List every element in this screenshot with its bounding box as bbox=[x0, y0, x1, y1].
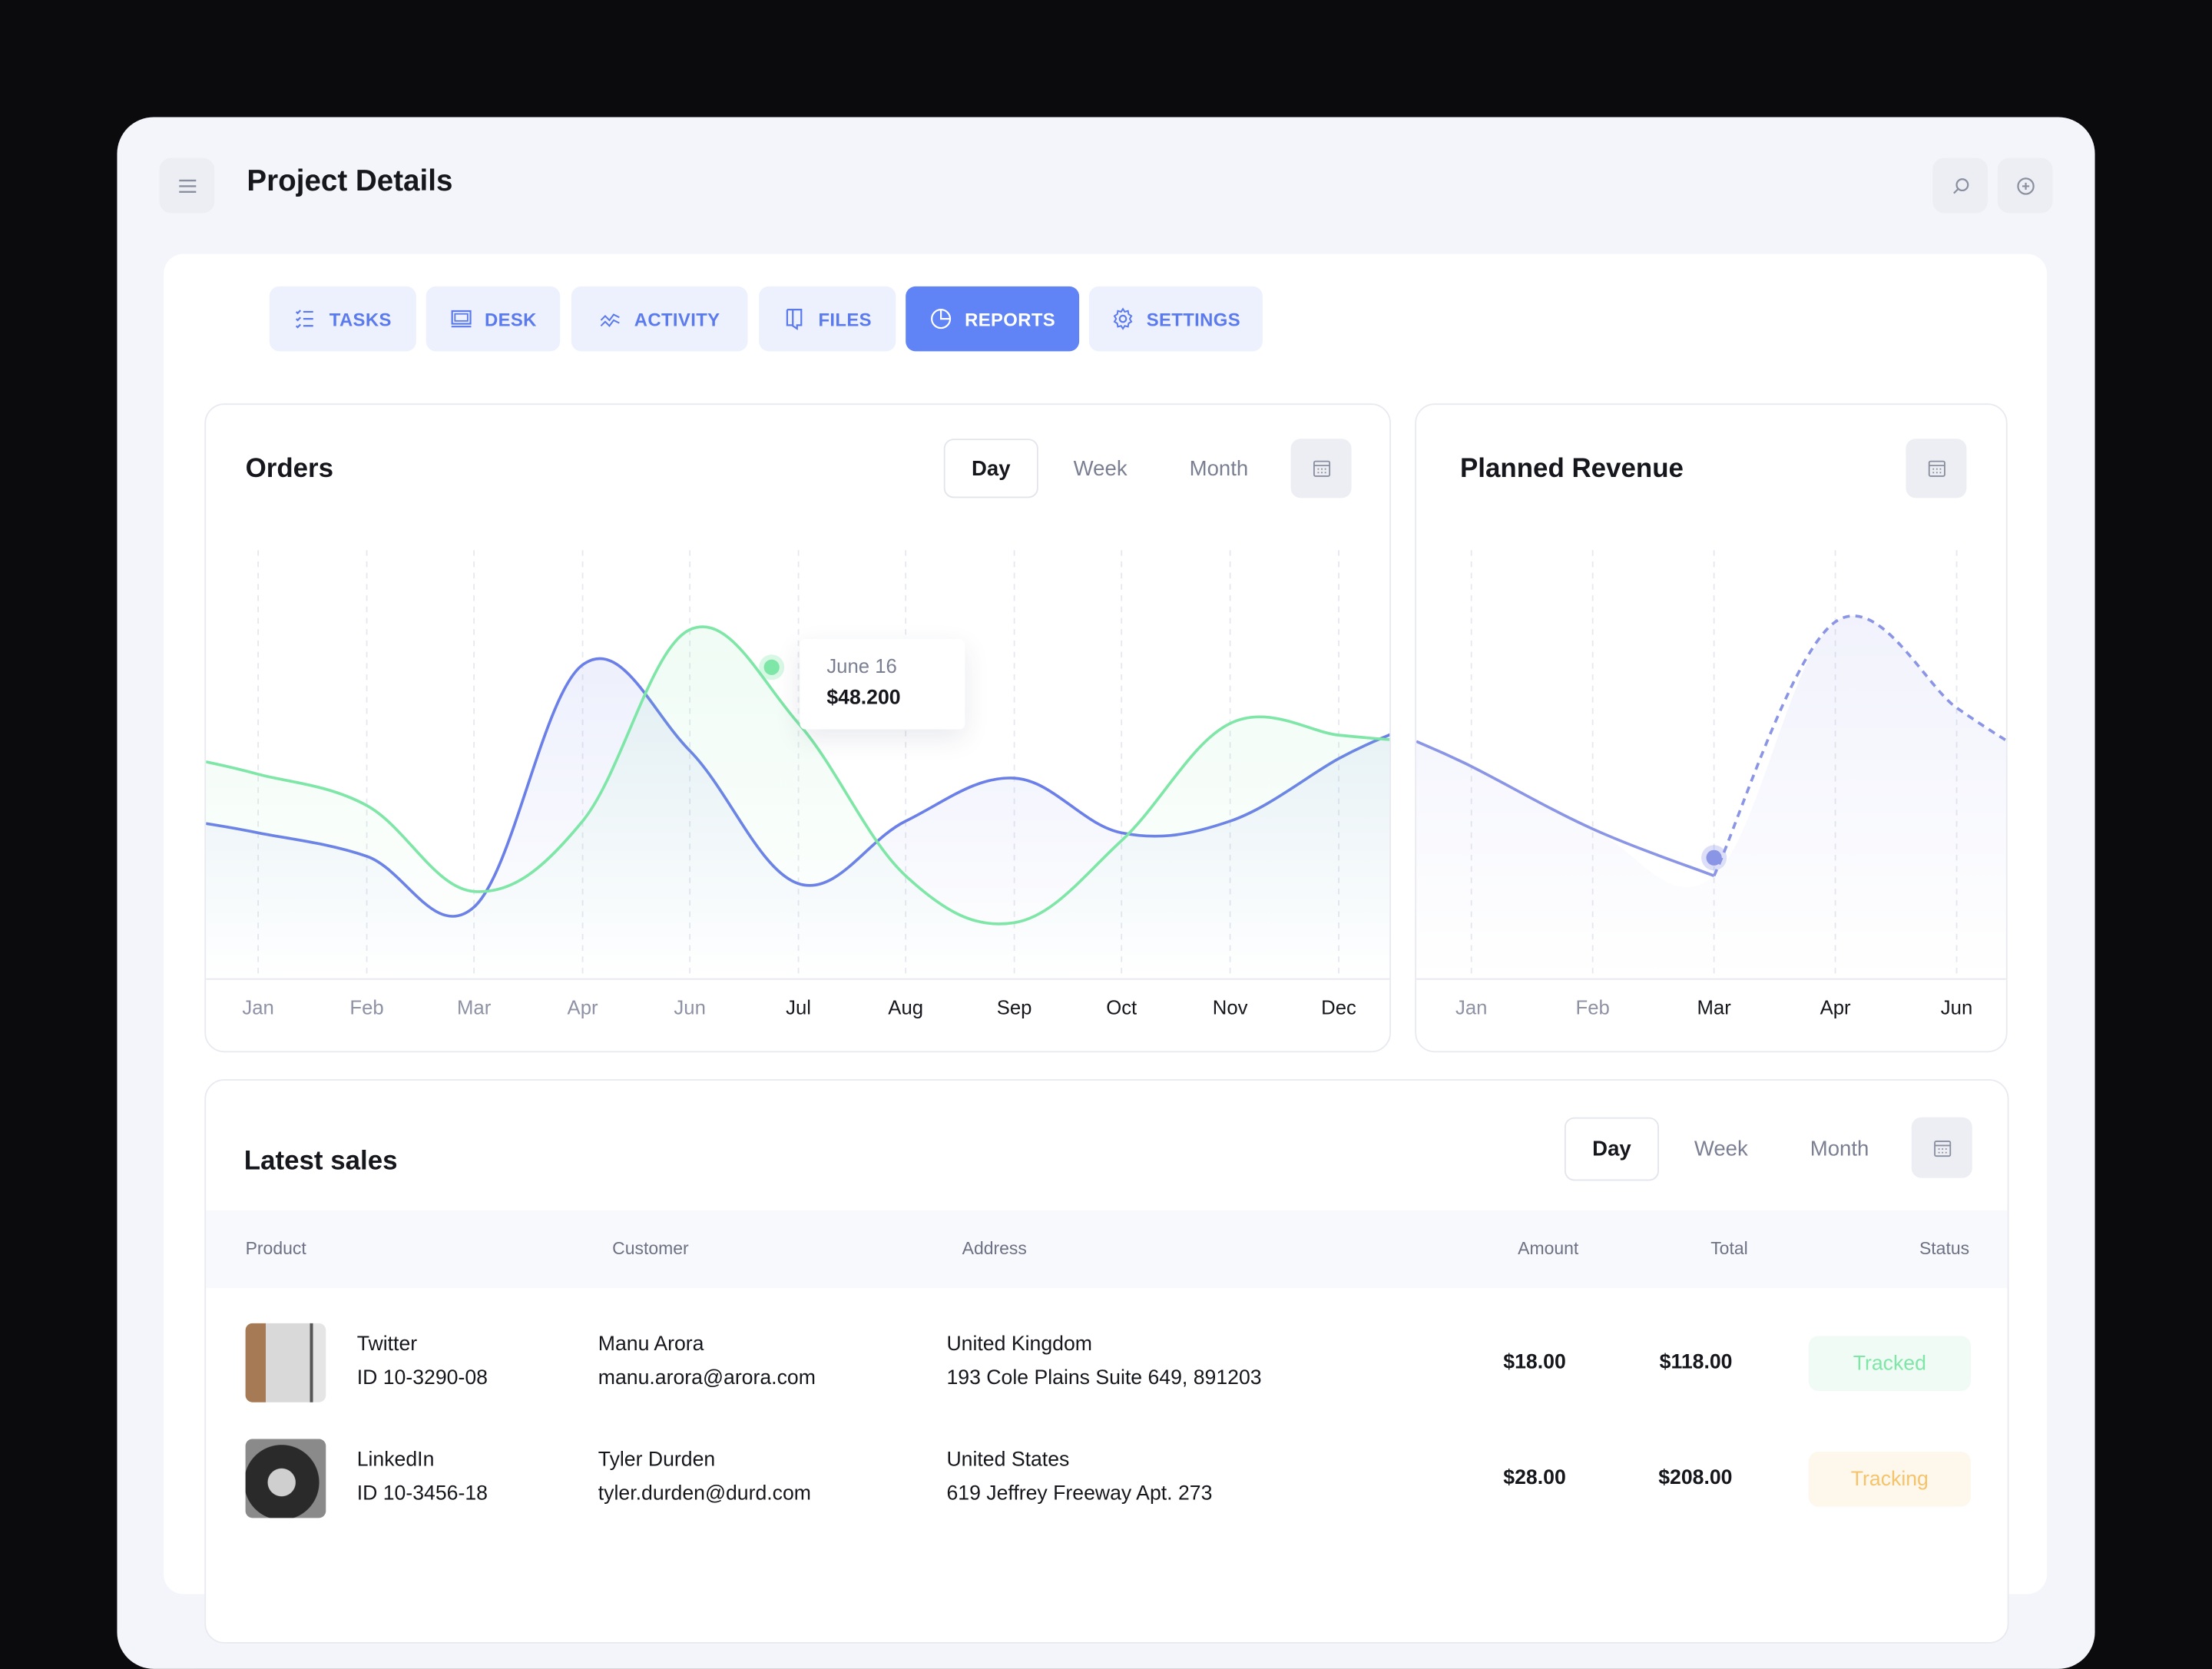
x-tick-label: Feb bbox=[349, 996, 383, 1018]
x-tick-label: Sep bbox=[997, 996, 1032, 1018]
gear-icon bbox=[1111, 307, 1134, 329]
customer-email: tyler.durden@durd.com bbox=[598, 1482, 811, 1505]
product-image bbox=[246, 1439, 326, 1518]
chart-tooltip: June 16 $48.200 bbox=[800, 639, 965, 730]
activity-icon bbox=[599, 307, 621, 329]
calendar-button[interactable] bbox=[1912, 1118, 1972, 1178]
pie-chart-icon bbox=[929, 307, 952, 329]
table-row[interactable]: Twitter ID 10-3290-08 Manu Arora manu.ar… bbox=[206, 1306, 2008, 1419]
desk-icon bbox=[449, 307, 472, 329]
x-tick-label: Mar bbox=[1697, 996, 1730, 1018]
series-area bbox=[1416, 616, 2008, 979]
table-header: Product Customer Address Amount Total St… bbox=[206, 1210, 2008, 1288]
address-country: United States bbox=[946, 1449, 1069, 1471]
search-icon bbox=[1950, 176, 1970, 196]
customer-name: Manu Arora bbox=[598, 1333, 704, 1356]
product-name: Twitter bbox=[357, 1333, 417, 1356]
x-tick-label: Jan bbox=[242, 996, 273, 1018]
address-country: United Kingdom bbox=[946, 1333, 1091, 1356]
tab-label: DESK bbox=[485, 308, 537, 329]
tab-label: REPORTS bbox=[965, 308, 1055, 329]
status-badge: Tracked bbox=[1809, 1336, 1971, 1391]
x-tick-label: Jul bbox=[786, 996, 811, 1018]
highlight-point bbox=[1707, 850, 1722, 866]
product-id: ID 10-3456-18 bbox=[357, 1482, 488, 1505]
column-header: Address bbox=[962, 1239, 1027, 1259]
x-tick-label: Jun bbox=[674, 996, 705, 1018]
x-tick-label: Apr bbox=[1820, 996, 1851, 1018]
tab-reports[interactable]: REPORTS bbox=[906, 286, 1079, 351]
status-badge: Tracking bbox=[1809, 1452, 1971, 1507]
sales-title: Latest sales bbox=[244, 1147, 398, 1177]
x-tick-label: Nov bbox=[1213, 996, 1248, 1018]
calendar-icon bbox=[1932, 1138, 1952, 1157]
column-header: Total bbox=[1710, 1239, 1748, 1259]
add-button[interactable] bbox=[1998, 158, 2053, 214]
orders-chart bbox=[206, 405, 1391, 1052]
customer-name: Tyler Durden bbox=[598, 1449, 715, 1471]
tab-desk[interactable]: DESK bbox=[426, 286, 560, 351]
tab-label: SETTINGS bbox=[1147, 308, 1240, 329]
address-street: 619 Jeffrey Freeway Apt. 273 bbox=[946, 1482, 1272, 1505]
page-title: Project Details bbox=[247, 165, 452, 199]
product-image bbox=[246, 1323, 326, 1402]
checklist-icon bbox=[294, 307, 316, 329]
column-header: Status bbox=[1919, 1239, 1969, 1259]
x-tick-label: Apr bbox=[568, 996, 598, 1018]
menu-button[interactable] bbox=[160, 158, 215, 214]
product-name: LinkedIn bbox=[357, 1449, 435, 1471]
plus-circle-icon bbox=[2015, 176, 2035, 196]
x-tick-label: Jun bbox=[1941, 996, 1972, 1018]
revenue-chart bbox=[1416, 405, 2008, 1052]
address-street: 193 Cole Plains Suite 649, 891203 bbox=[946, 1367, 1272, 1389]
x-tick-label: Jan bbox=[1455, 996, 1487, 1018]
tab-files[interactable]: FILES bbox=[759, 286, 896, 351]
column-header: Amount bbox=[1518, 1239, 1578, 1259]
tab-tasks[interactable]: TASKS bbox=[270, 286, 416, 351]
x-tick-label: Dec bbox=[1321, 996, 1356, 1018]
latest-sales-card: Latest sales Day Week Month Product Cust… bbox=[204, 1079, 2008, 1644]
tooltip-value: $48.200 bbox=[826, 687, 900, 709]
period-month-button[interactable]: Month bbox=[1789, 1118, 1890, 1181]
tab-label: FILES bbox=[818, 308, 872, 329]
customer-email: manu.arora@arora.com bbox=[598, 1367, 816, 1389]
column-header: Product bbox=[246, 1239, 306, 1259]
period-week-button[interactable]: Week bbox=[1673, 1118, 1769, 1181]
files-icon bbox=[783, 307, 806, 329]
period-day-button[interactable]: Day bbox=[1565, 1118, 1659, 1181]
x-tick-label: Oct bbox=[1106, 996, 1137, 1018]
menu-icon bbox=[177, 177, 197, 194]
tab-label: TASKS bbox=[329, 308, 392, 329]
total: $118.00 bbox=[1660, 1352, 1733, 1374]
x-tick-label: Mar bbox=[457, 996, 491, 1018]
product-id: ID 10-3290-08 bbox=[357, 1367, 488, 1389]
column-header: Customer bbox=[612, 1239, 689, 1259]
highlight-point bbox=[764, 660, 780, 675]
tooltip-date: June 16 bbox=[826, 654, 897, 677]
x-tick-label: Feb bbox=[1576, 996, 1610, 1018]
tab-label: ACTIVITY bbox=[634, 308, 720, 329]
amount: $18.00 bbox=[1503, 1352, 1565, 1374]
search-button[interactable] bbox=[1932, 158, 1988, 214]
table-row[interactable]: LinkedIn ID 10-3456-18 Tyler Durden tyle… bbox=[206, 1422, 2008, 1535]
amount: $28.00 bbox=[1503, 1467, 1565, 1489]
total: $208.00 bbox=[1658, 1467, 1732, 1489]
tab-settings[interactable]: SETTINGS bbox=[1089, 286, 1263, 351]
tab-activity[interactable]: ACTIVITY bbox=[571, 286, 748, 351]
x-tick-label: Aug bbox=[888, 996, 923, 1018]
